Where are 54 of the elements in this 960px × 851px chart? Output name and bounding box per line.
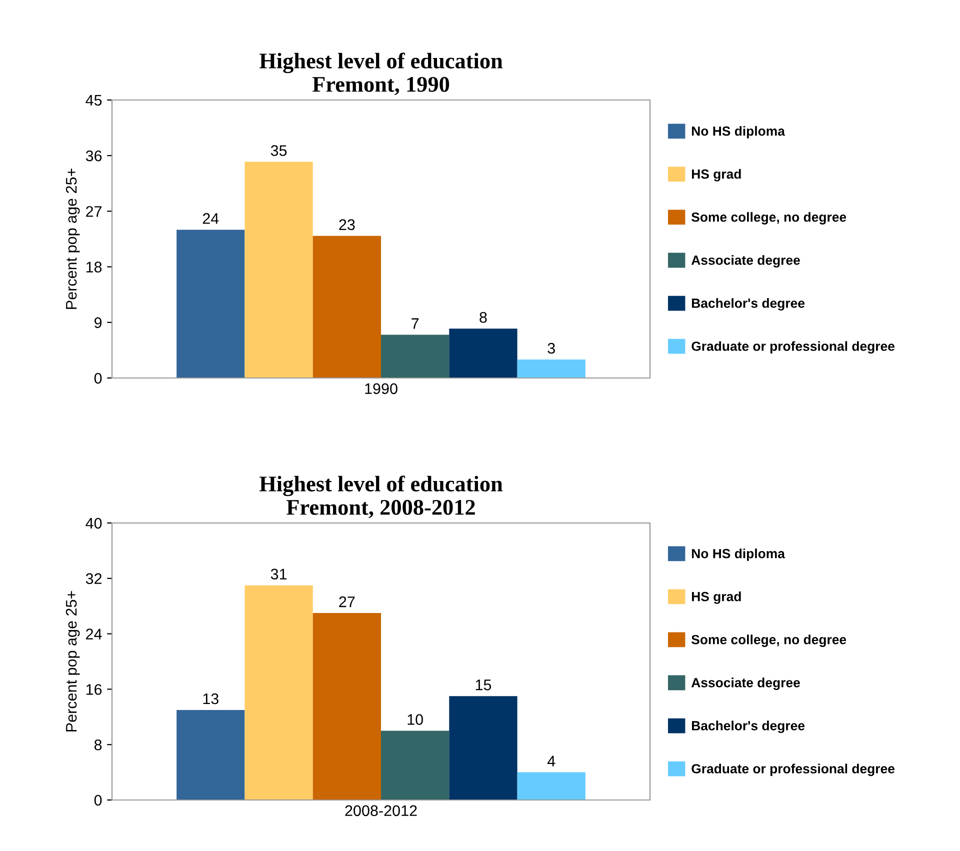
data-label: 31	[270, 568, 287, 580]
data-label: 15	[476, 680, 492, 690]
legend-label: Associate degree	[691, 255, 800, 268]
y-tick-label: 32	[86, 573, 102, 584]
chart-title: Highest level of education Fremont, 2008-2012	[259, 476, 503, 518]
legend-label: HS grad	[692, 592, 741, 604]
legend-label: No HS diploma	[692, 126, 786, 138]
y-tick-label: 16	[86, 684, 102, 695]
data-label: 4	[547, 756, 556, 766]
y-axis-title: Percent pop age 25+	[66, 591, 80, 732]
x-tick-label: 1990	[365, 383, 398, 394]
legend-label: Associate degree	[691, 678, 800, 690]
bar	[244, 162, 313, 378]
y-tick-label: 27	[86, 206, 102, 217]
data-label: 7	[412, 318, 419, 329]
legend-label: Graduate or professional degree	[692, 341, 894, 354]
data-label: 35	[270, 145, 287, 156]
bar	[312, 236, 381, 378]
bar	[517, 359, 586, 378]
legend-label: Bachelor's degree	[692, 720, 805, 734]
bar	[244, 585, 313, 800]
bar	[449, 696, 518, 800]
y-tick-label: 40	[86, 518, 102, 529]
bar	[312, 613, 381, 800]
y-tick-label: 24	[86, 628, 102, 640]
bar	[449, 328, 518, 378]
data-label: 23	[339, 219, 355, 230]
data-label: 10	[408, 714, 423, 725]
data-label: 13	[203, 693, 218, 704]
legend-label: Some college, no degree	[691, 634, 846, 647]
y-axis-title: Percent pop age 25+	[66, 168, 80, 309]
y-tick-label: 36	[86, 150, 102, 162]
bar	[381, 334, 450, 378]
bar	[381, 730, 450, 800]
bar	[517, 772, 586, 800]
data-label: 27	[339, 596, 355, 608]
y-tick-label: 0	[94, 794, 102, 806]
bar	[176, 230, 245, 378]
y-tick-label: 45	[86, 95, 102, 106]
legend-label: Graduate or professional degree	[692, 764, 894, 776]
legend-label: HS grad	[692, 169, 741, 182]
y-tick-label: 0	[94, 372, 102, 384]
legend-label: Bachelor's degree	[692, 298, 805, 311]
y-tick-label: 8	[94, 739, 102, 750]
data-label: 8	[480, 312, 487, 323]
data-label: 3	[548, 342, 555, 354]
y-tick-label: 18	[86, 262, 102, 272]
bar	[176, 710, 245, 800]
y-tick-label: 9	[94, 317, 102, 328]
chart-title: Highest level of education Fremont, 1990	[259, 52, 503, 96]
legend-label: Some college, no degree	[691, 212, 846, 224]
data-label: 24	[202, 213, 219, 224]
x-tick-label: 2008-2012	[345, 805, 417, 816]
legend-label: No HS diploma	[692, 548, 786, 561]
